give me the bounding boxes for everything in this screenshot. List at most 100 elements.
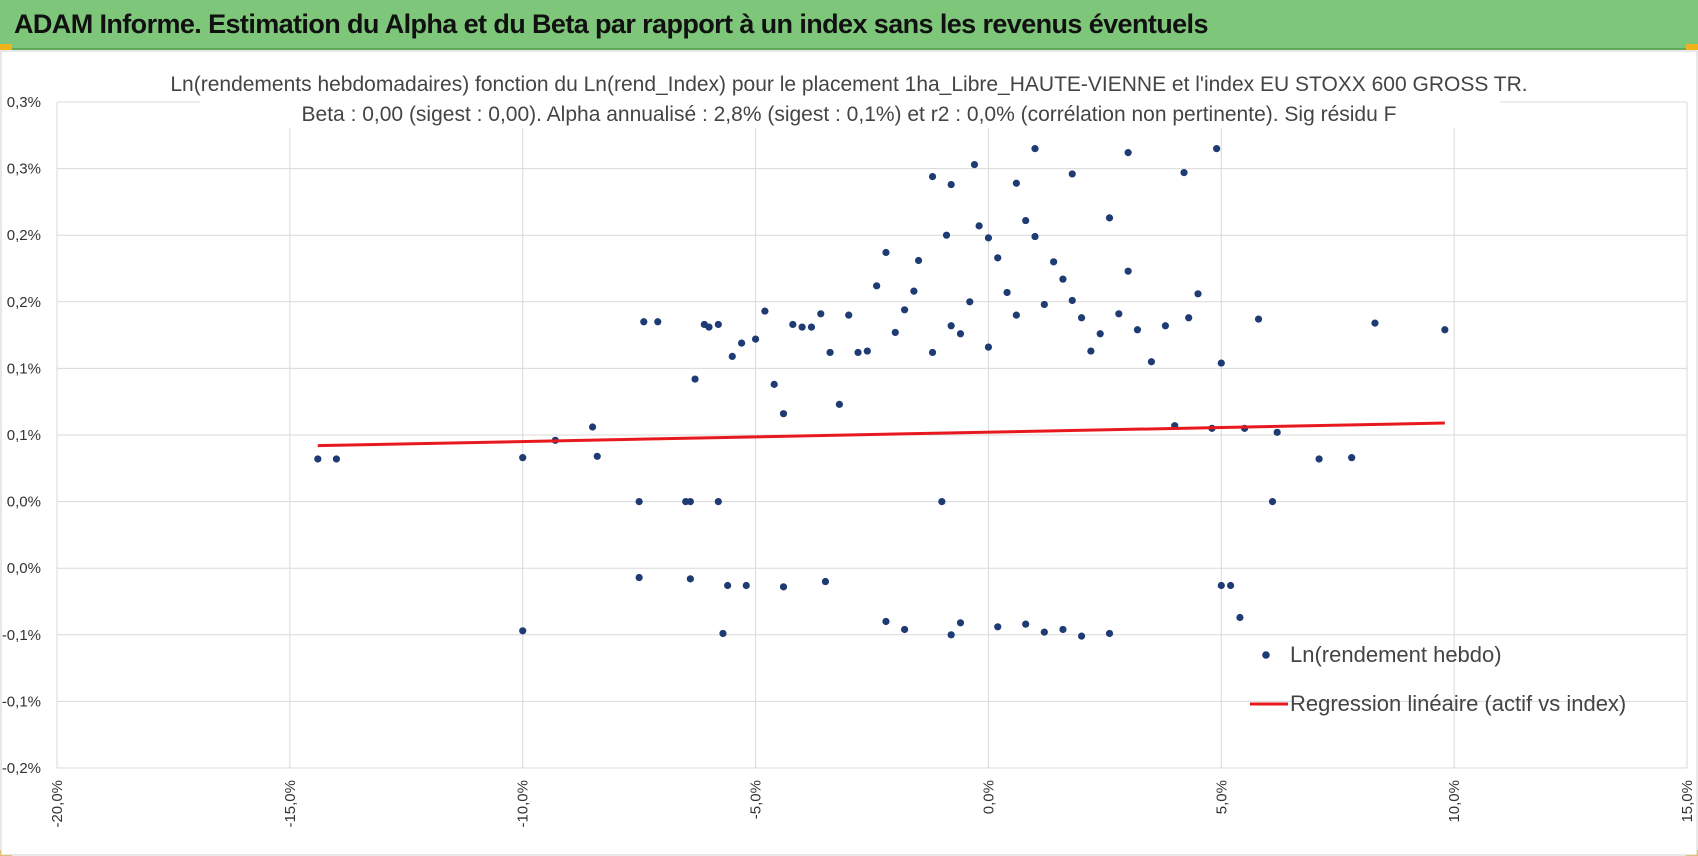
grid xyxy=(56,101,1688,769)
y-tick-label: 0,0% xyxy=(7,494,41,511)
data-point xyxy=(901,306,909,314)
data-point xyxy=(1133,326,1142,334)
data-point xyxy=(975,222,983,230)
x-tick-label: -20,0% xyxy=(49,780,66,828)
data-point xyxy=(1050,258,1058,266)
data-point xyxy=(686,575,694,583)
x-tick-label: -5,0% xyxy=(748,780,765,819)
data-point xyxy=(519,454,527,462)
data-point xyxy=(845,311,853,319)
y-tick-label: 0,2% xyxy=(7,227,41,244)
data-points xyxy=(314,85,1449,640)
data-point xyxy=(807,323,816,331)
data-point xyxy=(635,498,643,506)
y-tick-label: 0,3% xyxy=(7,94,41,111)
data-point xyxy=(947,180,955,189)
data-point xyxy=(1031,232,1039,241)
data-point xyxy=(1096,330,1104,338)
data-point xyxy=(314,455,322,463)
x-tick-label: -15,0% xyxy=(282,780,299,828)
legend-label-line: Regression linéaire (actif vs index) xyxy=(1290,691,1626,716)
data-point xyxy=(1161,322,1169,330)
data-point xyxy=(947,322,955,330)
data-point xyxy=(728,352,736,361)
data-point xyxy=(984,343,993,351)
chart-frame xyxy=(0,50,1698,856)
report-banner: ADAM Informe. Estimation du Alpha et du … xyxy=(0,0,1698,50)
y-tick-label: -0,1% xyxy=(2,693,41,710)
data-point xyxy=(970,161,979,169)
data-point xyxy=(1087,347,1095,355)
data-point xyxy=(873,282,881,290)
corner-marker xyxy=(1686,44,1698,50)
data-point xyxy=(1059,625,1067,634)
data-point xyxy=(994,254,1002,262)
corner-marker xyxy=(0,44,12,50)
data-point xyxy=(779,583,788,591)
data-point xyxy=(761,307,769,315)
y-axis-ticks: -0,2% -0,1% -0,1% 0,0% 0,0% 0,1% 0,1% 0,2% 0,2% 0… xyxy=(2,94,41,777)
data-point xyxy=(1068,170,1076,178)
legend-label-points: Ln(rendement hebdo) xyxy=(1290,642,1502,667)
scatter-chart: -0,2% -0,1% -0,1% 0,0% 0,0% 0,1% 0,1% 0,2% 0,2% 0… xyxy=(0,50,1698,856)
data-point xyxy=(1217,359,1225,367)
data-point xyxy=(686,498,694,506)
data-point xyxy=(1254,315,1263,323)
data-point xyxy=(1068,296,1076,305)
data-point xyxy=(1315,455,1323,463)
y-tick-label: 0,1% xyxy=(7,360,41,377)
y-tick-label: -0,1% xyxy=(2,627,41,644)
y-tick-label: 0,0% xyxy=(7,560,41,577)
data-point xyxy=(1077,632,1086,640)
data-point xyxy=(1115,310,1123,318)
data-point xyxy=(984,234,993,242)
data-point xyxy=(1180,168,1188,177)
data-point xyxy=(882,617,890,626)
data-point xyxy=(779,410,788,418)
data-point xyxy=(821,577,830,586)
y-tick-label: 0,2% xyxy=(7,294,41,311)
data-point xyxy=(1268,498,1277,506)
x-tick-label: 15,0% xyxy=(1679,780,1696,823)
data-point xyxy=(956,330,965,338)
data-point xyxy=(1059,275,1067,283)
data-point xyxy=(1227,581,1235,590)
data-point xyxy=(942,231,951,239)
data-point xyxy=(1213,145,1221,153)
x-tick-label: -10,0% xyxy=(515,780,532,828)
data-point xyxy=(854,348,862,357)
data-point xyxy=(1012,311,1020,319)
data-point xyxy=(654,318,662,326)
data-point xyxy=(1003,288,1011,297)
data-point xyxy=(1040,628,1048,636)
data-point xyxy=(1236,613,1244,622)
y-tick-label: -0,2% xyxy=(2,760,41,777)
data-point xyxy=(956,619,965,627)
data-point xyxy=(719,629,727,638)
data-point xyxy=(928,348,937,357)
data-point xyxy=(1185,314,1193,322)
data-point xyxy=(1022,620,1030,628)
data-point xyxy=(798,323,806,331)
data-point xyxy=(332,455,341,463)
data-point xyxy=(1348,454,1356,462)
legend-marker-points xyxy=(1262,651,1270,659)
data-point xyxy=(928,172,937,181)
data-point xyxy=(588,423,597,431)
x-tick-label: 5,0% xyxy=(1213,780,1230,814)
data-point xyxy=(738,339,746,347)
data-point xyxy=(1124,267,1132,275)
data-point xyxy=(1031,145,1039,153)
x-axis-ticks: -20,0% -15,0% -10,0% -5,0% 0,0% 5,0% 10,0% 15,0… xyxy=(49,780,1696,828)
data-point xyxy=(714,320,722,329)
data-point xyxy=(1441,326,1449,334)
data-point xyxy=(714,498,722,506)
data-point xyxy=(705,323,713,331)
data-point xyxy=(1105,629,1114,638)
data-point xyxy=(1194,290,1202,298)
data-point xyxy=(519,627,527,635)
data-point xyxy=(742,581,750,590)
x-tick-label: 0,0% xyxy=(980,780,997,814)
title-backdrop xyxy=(200,68,1500,128)
data-point xyxy=(882,248,890,257)
